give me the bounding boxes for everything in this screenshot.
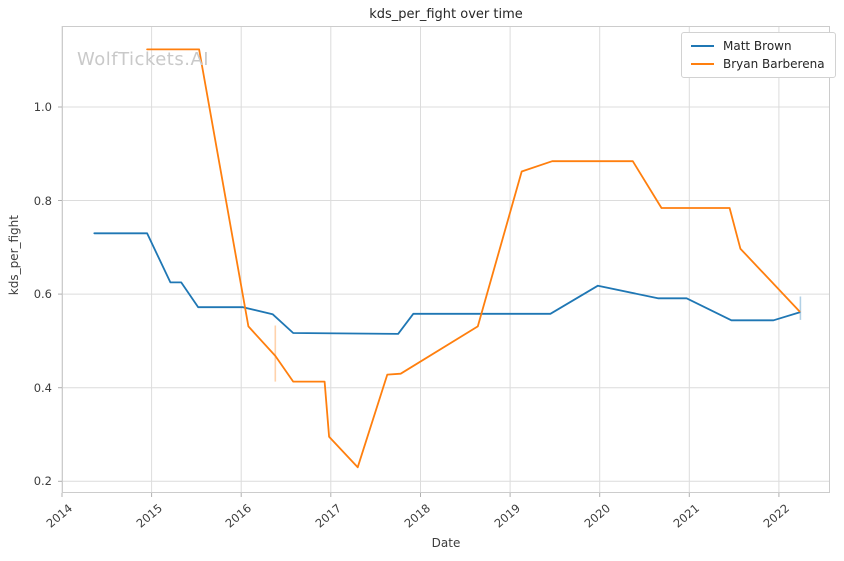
x-tick-label: 2018 — [402, 501, 434, 531]
y-tick-label: 0.8 — [33, 193, 52, 208]
legend-label: Bryan Barberena — [723, 57, 825, 71]
matt-brown-line — [93, 232, 801, 335]
x-tick-label: 2015 — [133, 501, 165, 531]
y-tick-label: 1.0 — [33, 99, 52, 114]
chart-title: kds_per_fight over time — [369, 7, 523, 22]
x-tick-label: 2020 — [581, 501, 613, 531]
y-tick-label: 0.2 — [33, 474, 52, 489]
x-axis-label: Date — [431, 536, 461, 550]
bryan-barberena-line-swatch — [691, 63, 714, 65]
y-tick-label: 0.4 — [33, 380, 52, 395]
x-tick-label: 2017 — [312, 501, 344, 531]
y-axis-label: kds_per_fight — [7, 215, 21, 296]
plot-border — [62, 26, 830, 493]
legend-label: Matt Brown — [723, 39, 792, 53]
plot-area: WolfTickets.AI Matt Brown Bryan Barberena — [58, 26, 836, 497]
legend-item-matt-brown: Matt Brown — [691, 39, 825, 53]
bryan-barberena-line — [146, 48, 801, 469]
x-tick-label: 2014 — [43, 501, 75, 531]
x-tick-label: 2019 — [491, 501, 524, 531]
legend: Matt Brown Bryan Barberena — [681, 32, 836, 78]
matt-brown-line-swatch — [691, 45, 714, 47]
y-tick-label: 0.6 — [33, 287, 52, 302]
legend-item-bryan-barberena: Bryan Barberena — [691, 57, 825, 71]
plot-canvas — [58, 26, 830, 497]
x-tick-label: 2016 — [222, 501, 255, 531]
x-tick-label: 2022 — [760, 501, 792, 531]
x-tick-label: 2021 — [670, 501, 703, 531]
